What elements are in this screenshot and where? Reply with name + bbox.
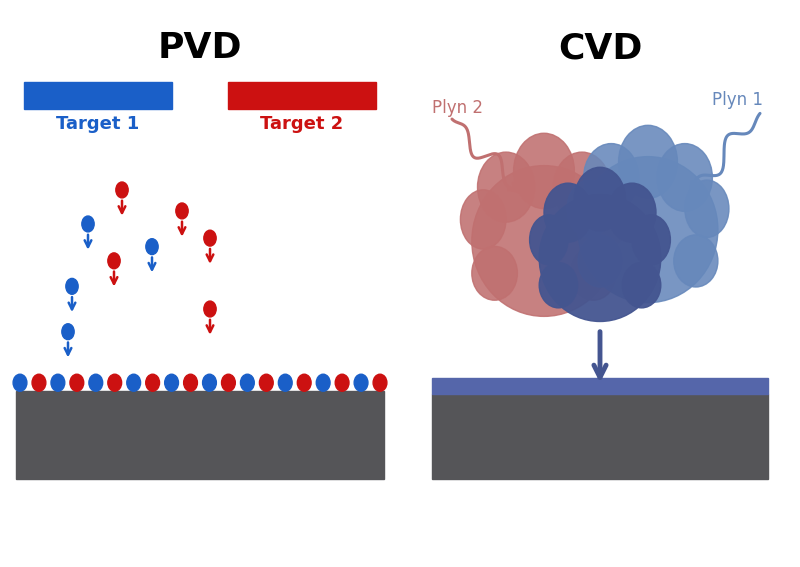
Ellipse shape — [574, 167, 626, 231]
Ellipse shape — [567, 180, 611, 238]
Ellipse shape — [578, 156, 718, 303]
Ellipse shape — [32, 374, 46, 391]
Ellipse shape — [544, 183, 592, 242]
Ellipse shape — [539, 194, 661, 321]
Ellipse shape — [622, 263, 661, 308]
Ellipse shape — [472, 166, 616, 316]
Ellipse shape — [146, 239, 158, 255]
Ellipse shape — [298, 374, 311, 391]
Ellipse shape — [204, 301, 216, 317]
Ellipse shape — [116, 182, 128, 198]
Ellipse shape — [554, 152, 610, 222]
Ellipse shape — [335, 374, 349, 391]
Ellipse shape — [184, 374, 198, 391]
Ellipse shape — [354, 374, 368, 391]
Ellipse shape — [461, 190, 506, 249]
Text: Plyn 1: Plyn 1 — [712, 91, 763, 109]
Ellipse shape — [472, 246, 518, 301]
Ellipse shape — [126, 374, 141, 391]
Ellipse shape — [108, 374, 122, 391]
Text: Substrát: Substrát — [146, 425, 254, 445]
Ellipse shape — [204, 230, 216, 246]
Bar — [16, 391, 384, 479]
Ellipse shape — [539, 263, 578, 308]
Text: Plyn 2: Plyn 2 — [432, 99, 483, 117]
Text: PVD: PVD — [158, 31, 242, 65]
Ellipse shape — [259, 374, 274, 391]
Bar — [24, 82, 172, 109]
Ellipse shape — [89, 374, 102, 391]
Ellipse shape — [674, 235, 718, 287]
Ellipse shape — [165, 374, 178, 391]
Text: Target 1: Target 1 — [56, 115, 140, 133]
Text: Target 2: Target 2 — [260, 115, 344, 133]
Ellipse shape — [51, 374, 65, 391]
Ellipse shape — [146, 374, 159, 391]
Ellipse shape — [583, 143, 639, 211]
Bar — [432, 378, 768, 394]
Ellipse shape — [62, 324, 74, 340]
Ellipse shape — [316, 374, 330, 391]
Ellipse shape — [618, 125, 678, 198]
Ellipse shape — [176, 203, 188, 219]
Ellipse shape — [202, 374, 216, 391]
Ellipse shape — [478, 152, 534, 222]
Ellipse shape — [608, 183, 656, 242]
Ellipse shape — [66, 278, 78, 294]
Text: CVD: CVD — [558, 31, 642, 65]
Ellipse shape — [530, 215, 568, 265]
Ellipse shape — [657, 143, 712, 211]
Ellipse shape — [82, 216, 94, 232]
Ellipse shape — [241, 374, 254, 391]
Ellipse shape — [582, 190, 627, 249]
Ellipse shape — [632, 215, 670, 265]
Ellipse shape — [685, 180, 729, 238]
Bar — [432, 394, 768, 479]
Text: Substrát: Substrát — [546, 426, 654, 447]
Ellipse shape — [222, 374, 235, 391]
Ellipse shape — [514, 133, 574, 209]
Bar — [228, 82, 376, 109]
Ellipse shape — [373, 374, 387, 391]
Ellipse shape — [13, 374, 27, 391]
Ellipse shape — [570, 246, 616, 301]
Ellipse shape — [70, 374, 84, 391]
Ellipse shape — [108, 253, 120, 269]
Ellipse shape — [578, 235, 622, 287]
Ellipse shape — [278, 374, 292, 391]
